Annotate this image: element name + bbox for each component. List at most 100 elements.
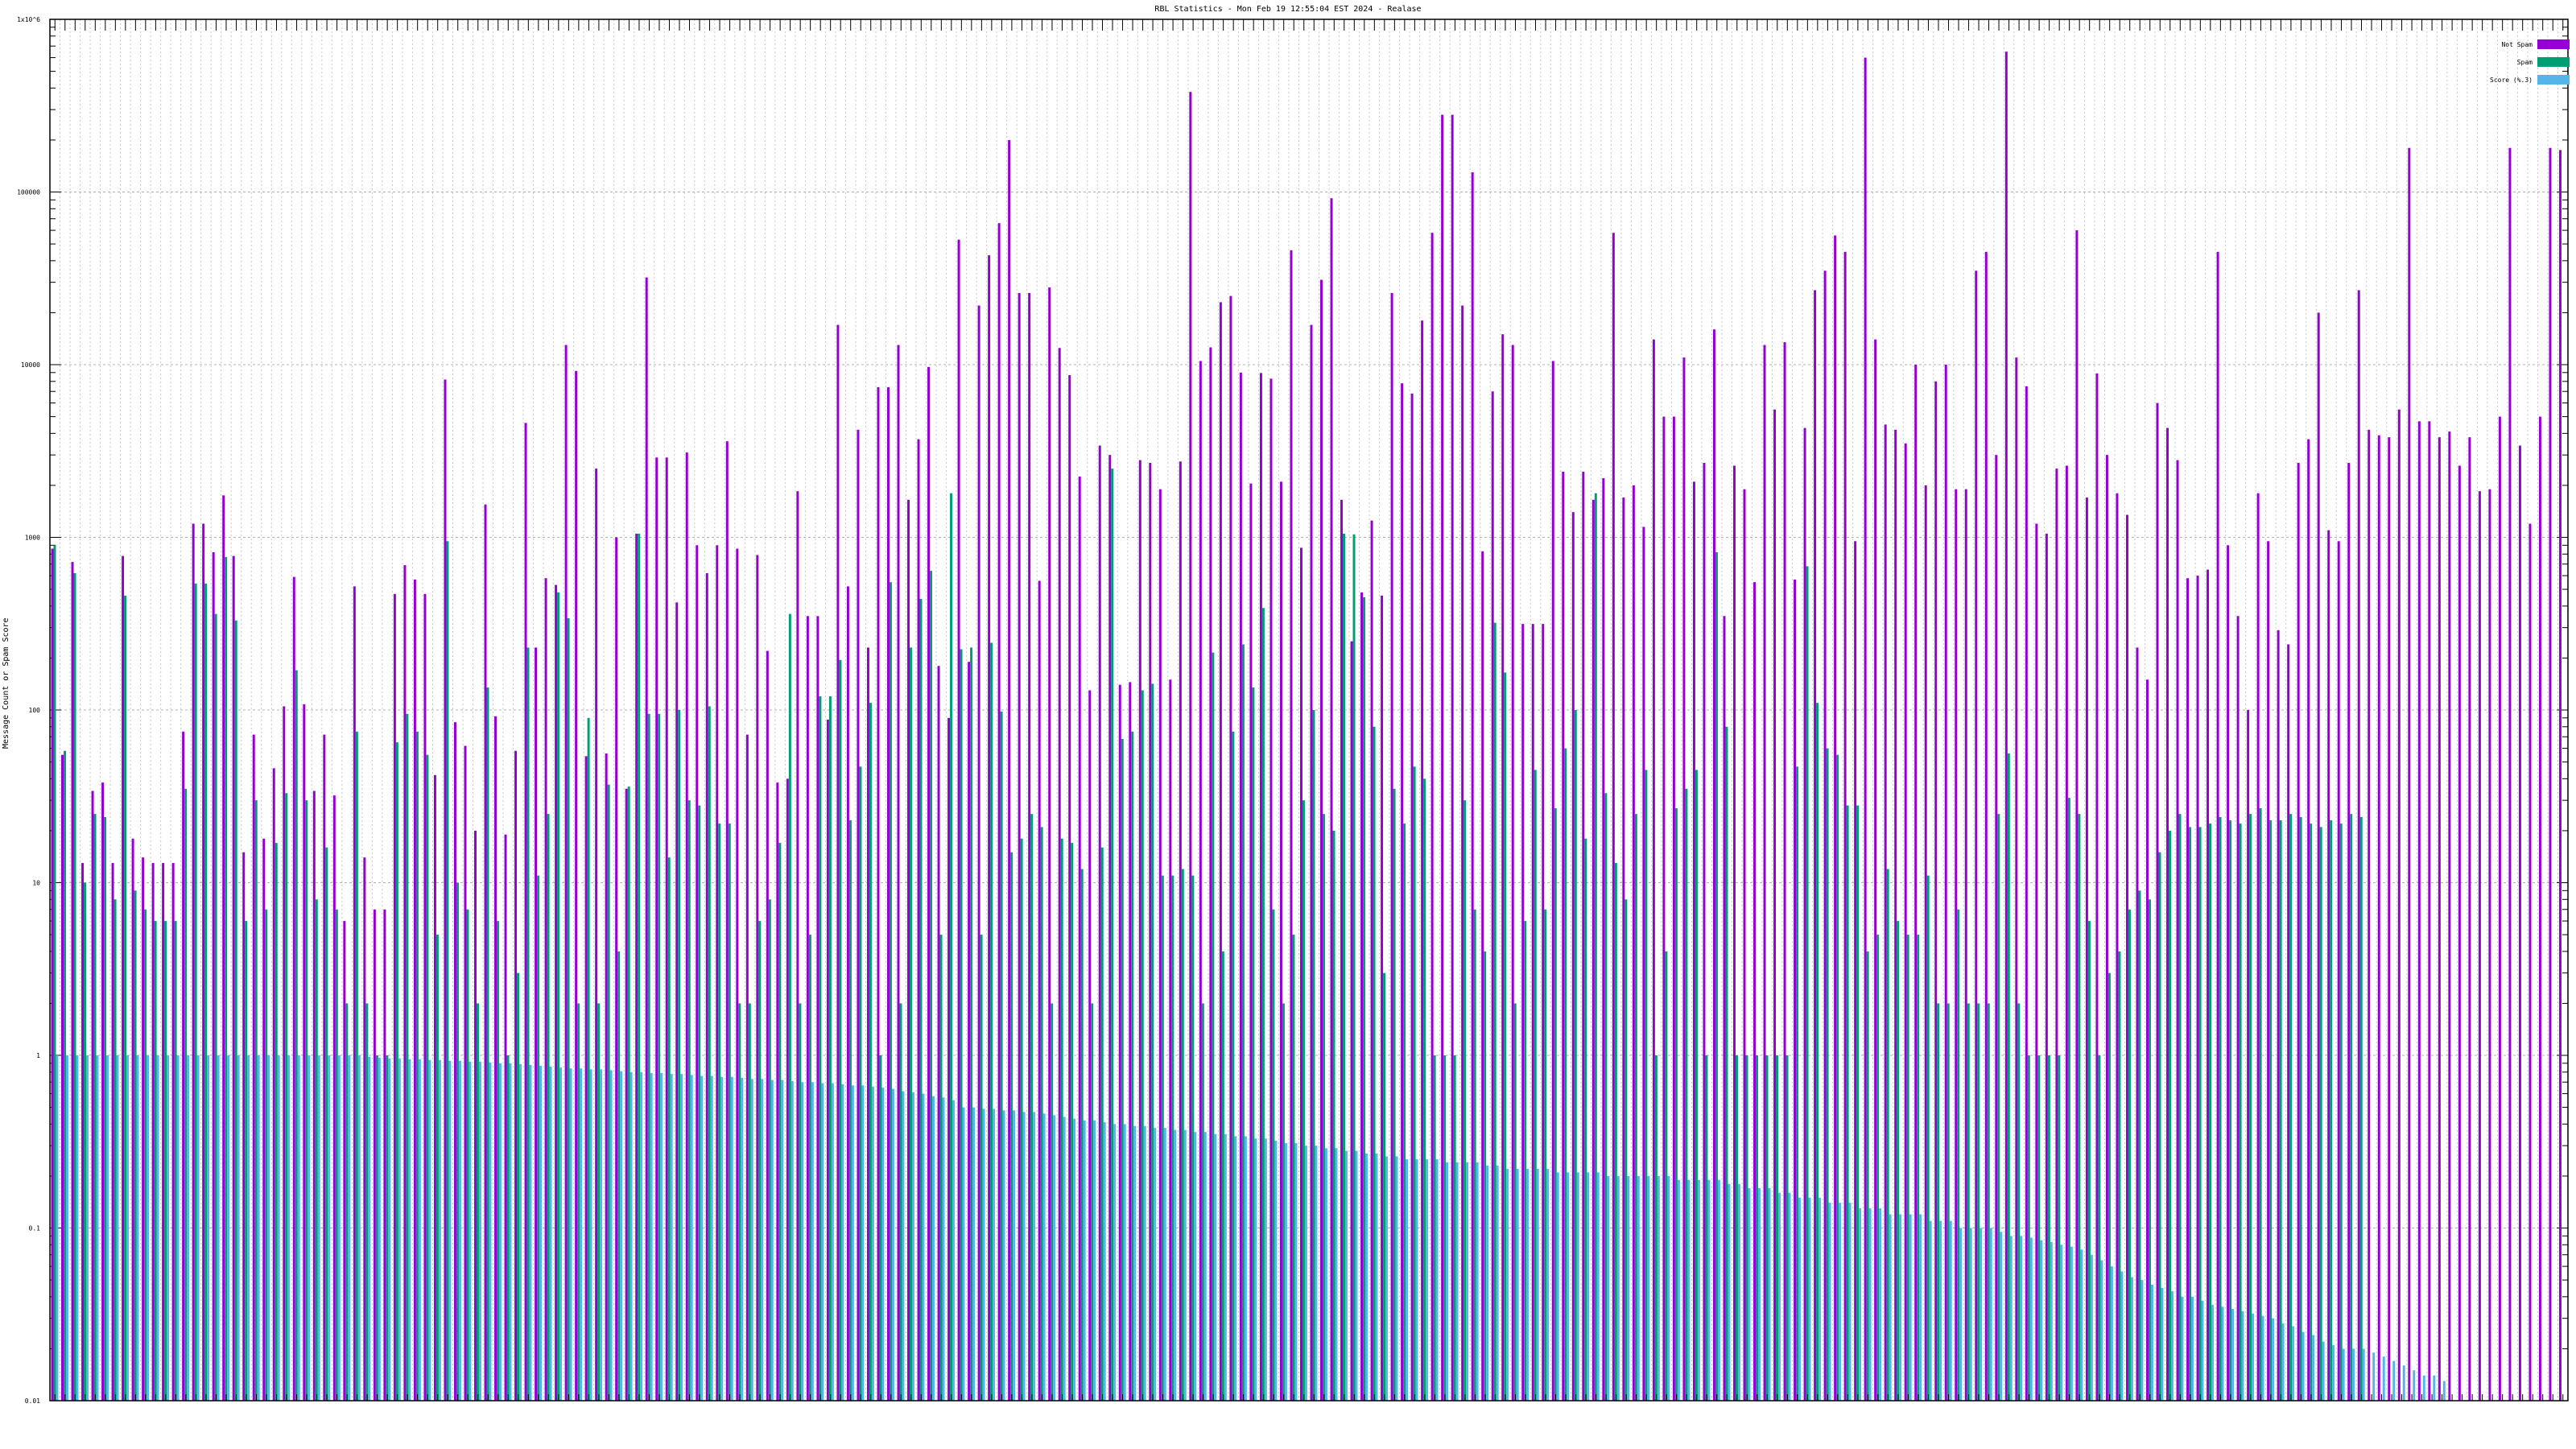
bar-not-spam [2408, 147, 2411, 1402]
bar-score [2392, 1360, 2396, 1401]
bar-not-spam [1814, 290, 1817, 1402]
bar-spam [2078, 814, 2081, 1401]
bar-spam [1886, 869, 1889, 1401]
bar-spam [1292, 935, 1295, 1401]
bar-not-spam [1461, 305, 1464, 1402]
bar-spam [295, 670, 298, 1401]
bar-score [2040, 1240, 2043, 1401]
bar-score [2332, 1344, 2335, 1401]
bar-score [1707, 1179, 1711, 1401]
bar-not-spam [1773, 409, 1777, 1402]
bar-spam [355, 731, 358, 1401]
bar-spam [134, 890, 137, 1401]
bar-score [2211, 1304, 2215, 1401]
bar-score [1576, 1172, 1579, 1401]
bar-not-spam [1794, 579, 1797, 1401]
bar-score [348, 1055, 351, 1401]
bar-score [1839, 1203, 1842, 1401]
bar-not-spam [2357, 290, 2360, 1402]
bar-score [660, 1072, 663, 1401]
y-tick-label: 10 [32, 880, 40, 887]
bar-spam [1846, 805, 1849, 1401]
bar-score [2312, 1335, 2315, 1401]
bar-not-spam [816, 616, 819, 1401]
bar-score [509, 1063, 512, 1401]
bar-not-spam [2428, 421, 2431, 1402]
bar-score [1344, 1150, 1348, 1401]
bar-spam [1261, 608, 1265, 1401]
bar-score [1274, 1141, 1278, 1401]
bar-not-spam [343, 921, 346, 1401]
bar-score [1113, 1124, 1117, 1401]
bar-not-spam [1390, 292, 1393, 1401]
bar-spam [164, 921, 167, 1401]
bar-spam [456, 882, 459, 1401]
bar-score [1979, 1228, 1983, 1401]
bar-not-spam [645, 277, 648, 1402]
bar-score [2372, 1352, 2376, 1401]
bar-score [891, 1088, 894, 1401]
bar-spam [1040, 827, 1043, 1401]
bar-not-spam [474, 830, 477, 1401]
bar-spam [214, 613, 217, 1401]
bar-spam [1423, 778, 1426, 1401]
bar-score [922, 1093, 925, 1401]
bar-score [1385, 1156, 1389, 1401]
bar-not-spam [1944, 365, 1947, 1401]
bar-score [559, 1067, 563, 1401]
bar-spam [114, 899, 117, 1401]
bar-score [609, 1070, 613, 1401]
bar-spam [1091, 1003, 1094, 1401]
bar-spam [1705, 1055, 1708, 1401]
bar-not-spam [1672, 416, 1675, 1401]
bar-spam [1282, 1003, 1285, 1401]
bar-score [871, 1086, 874, 1401]
bar-score [1365, 1153, 1368, 1401]
bar-not-spam [524, 423, 527, 1402]
bar-not-spam [1320, 279, 1323, 1401]
bar-score [1415, 1159, 1418, 1401]
bar-score [56, 1055, 59, 1401]
bar-not-spam [1108, 455, 1112, 1401]
bar-spam [1010, 852, 1013, 1401]
bar-not-spam [1642, 526, 1645, 1402]
bar-not-spam [1783, 342, 1786, 1401]
bar-spam [778, 843, 782, 1401]
bar-score [1033, 1112, 1036, 1401]
bar-score [458, 1060, 461, 1401]
bar-not-spam [2518, 445, 2521, 1401]
bar-not-spam [1743, 489, 1746, 1402]
bar-not-spam [162, 863, 165, 1401]
bar-score [1264, 1138, 1267, 1401]
bar-spam [1383, 972, 1386, 1401]
bar-spam [768, 899, 771, 1401]
bar-score [1284, 1143, 1287, 1401]
bar-spam [124, 595, 127, 1401]
bar-score [1254, 1138, 1257, 1401]
bar-not-spam [2287, 644, 2290, 1401]
bar-spam [1463, 800, 1467, 1401]
bar-spam [1785, 1055, 1789, 1401]
bar-not-spam [2227, 545, 2230, 1402]
bar-not-spam [222, 495, 225, 1401]
bar-spam [1544, 909, 1547, 1401]
bar-spam [1473, 909, 1476, 1401]
bar-spam [1584, 838, 1587, 1401]
bar-score [2281, 1323, 2285, 1401]
bar-score [1859, 1208, 1862, 1401]
bar-spam [708, 706, 711, 1401]
bar-not-spam [2498, 416, 2501, 1401]
bar-spam [1634, 814, 1637, 1401]
bar-not-spam [564, 345, 568, 1402]
bar-score [2100, 1260, 2103, 1401]
bar-spam [2098, 1055, 2101, 1401]
bar-not-spam [1884, 424, 1887, 1401]
bar-not-spam [1662, 416, 1666, 1401]
bar-not-spam [1854, 541, 1857, 1401]
bar-spam [889, 582, 892, 1401]
bar-score [1667, 1175, 1670, 1401]
bar-not-spam [584, 756, 588, 1401]
bar-not-spam [696, 545, 699, 1402]
bar-not-spam [2417, 421, 2421, 1402]
bar-not-spam [464, 745, 467, 1401]
